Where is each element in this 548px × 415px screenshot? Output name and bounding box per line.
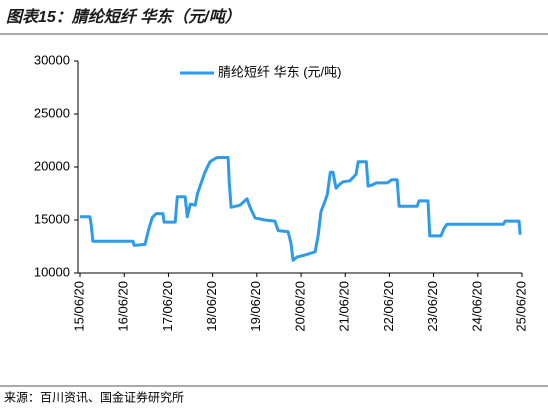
x-tick-label: 19/06/20	[248, 281, 263, 332]
legend-label: 腈纶短纤 华东 (元/吨)	[218, 64, 342, 79]
data-line	[79, 156, 522, 262]
x-tick-label: 15/06/20	[71, 281, 86, 332]
x-tick-label: 24/06/20	[469, 281, 484, 332]
chart-title: 图表15：腈纶短纤 华东（元/吨）	[6, 7, 241, 26]
y-tick-label: 10000	[34, 264, 70, 279]
y-tick-label: 25000	[34, 105, 70, 120]
x-tick-label: 17/06/20	[160, 281, 175, 332]
y-tick-label: 30000	[34, 52, 70, 67]
x-tick-label: 25/06/20	[513, 281, 528, 332]
x-tick-label: 21/06/20	[337, 281, 352, 332]
x-tick-label: 22/06/20	[381, 281, 396, 332]
x-tick-label: 18/06/20	[204, 281, 219, 332]
source: 来源：百川资讯、国金证券研究所	[4, 390, 184, 405]
x-tick-label: 16/06/20	[116, 281, 131, 332]
x-tick-label: 20/06/20	[292, 281, 307, 332]
y-tick-label: 15000	[34, 211, 70, 226]
x-tick-label: 23/06/20	[425, 281, 440, 332]
y-tick-label: 20000	[34, 158, 70, 173]
